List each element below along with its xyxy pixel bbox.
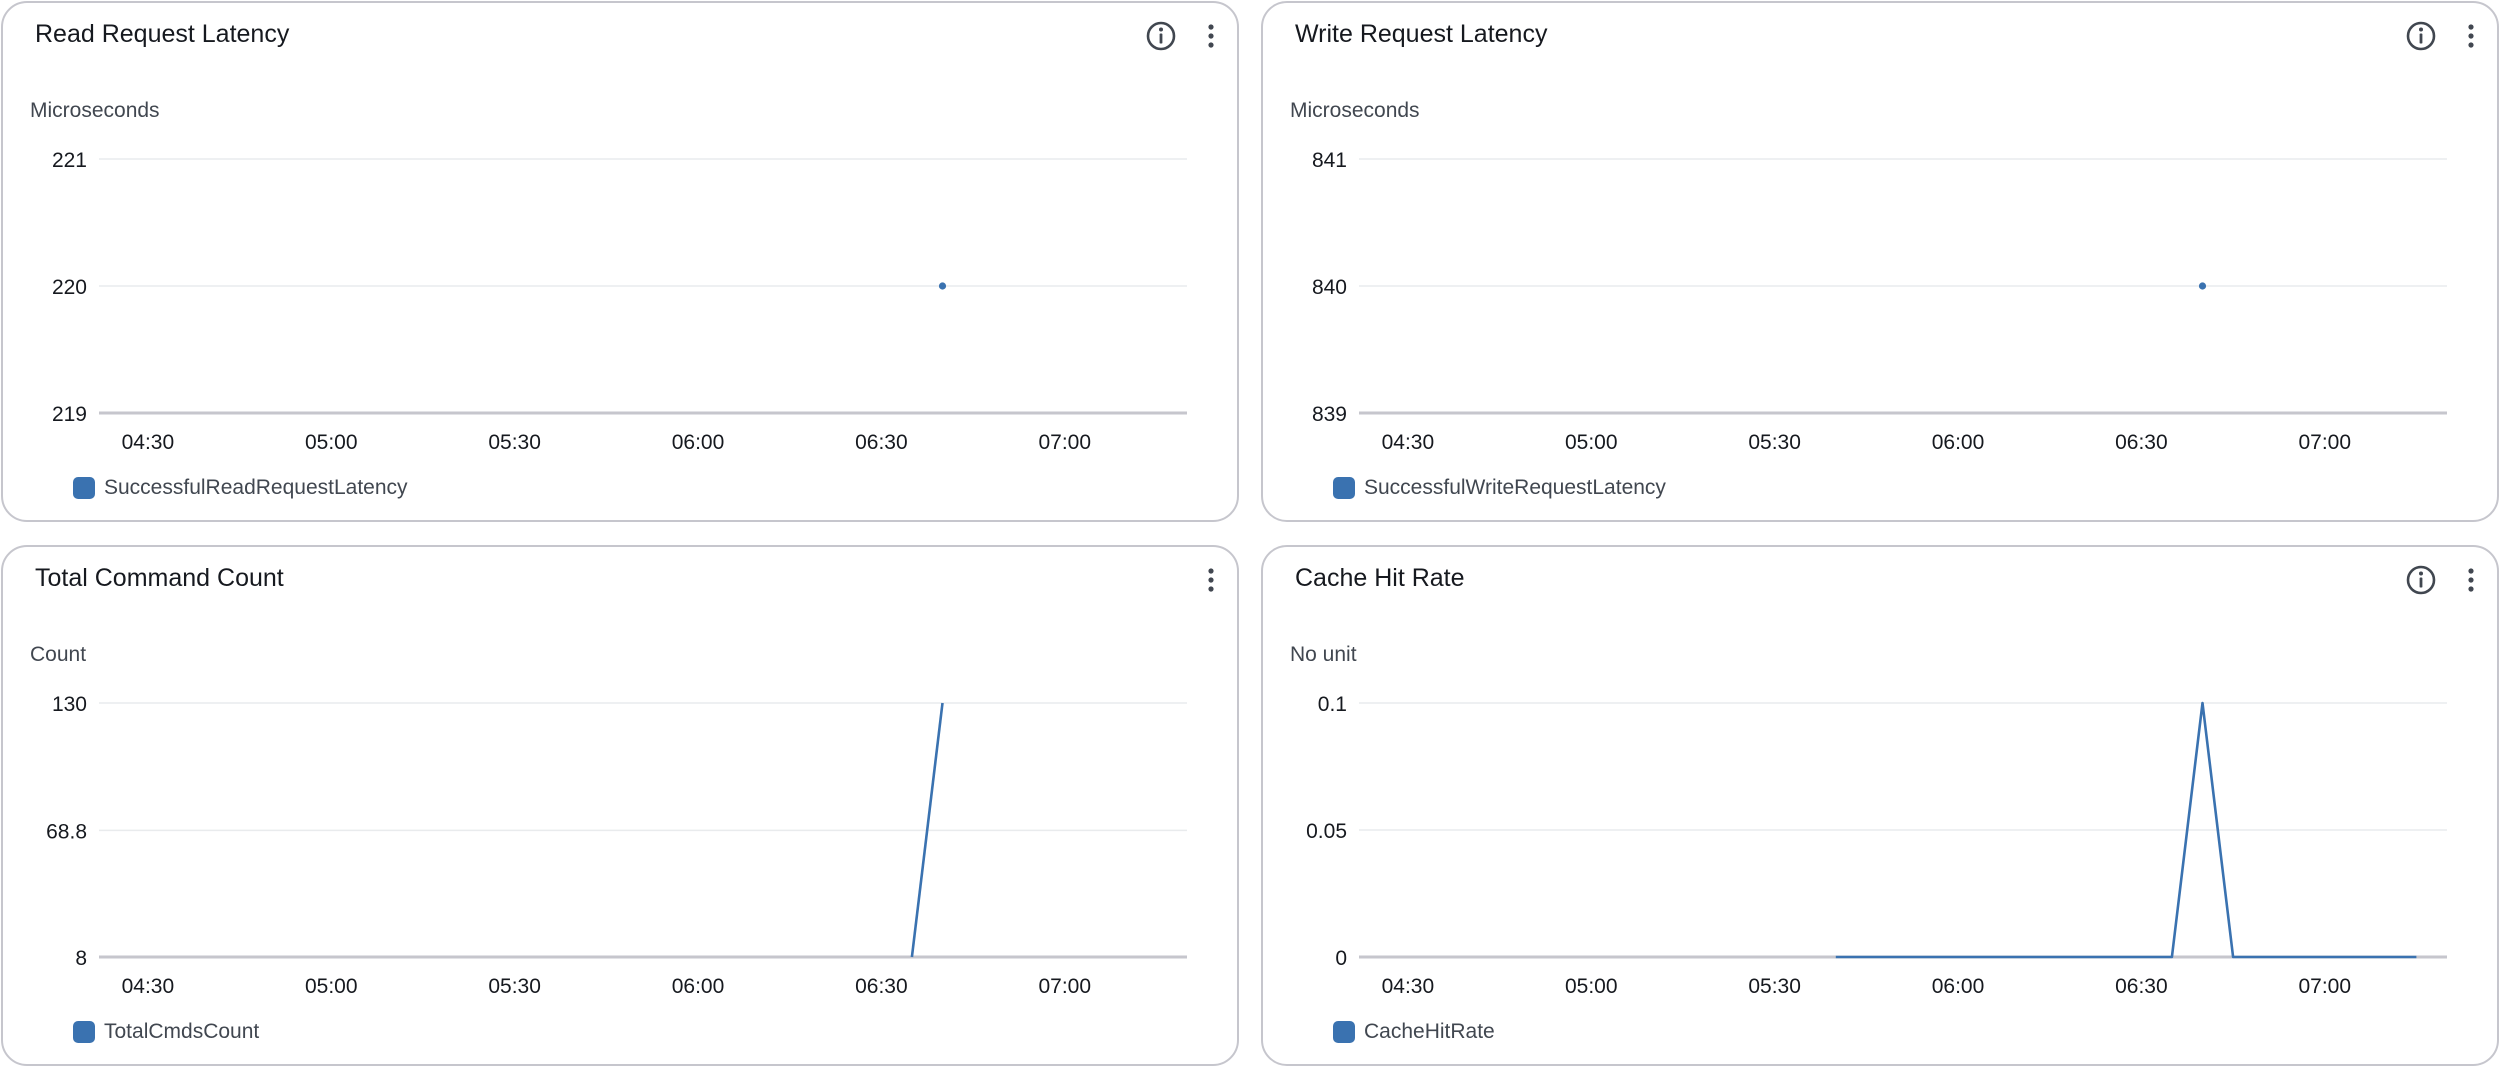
x-tick-label: 05:30 <box>1748 431 1801 454</box>
y-tick-label: 0 <box>1335 947 1347 970</box>
more-vertical-icon[interactable] <box>2459 563 2483 597</box>
info-icon[interactable] <box>1144 19 1178 53</box>
widget-write-request-latency: Write Request Latency Microseconds 841 84… <box>1261 1 2499 522</box>
widget-title: Cache Hit Rate <box>1295 564 1465 592</box>
legend-label: CacheHitRate <box>1364 1020 1495 1043</box>
legend-label: SuccessfulWriteRequestLatency <box>1364 476 1666 499</box>
legend-item[interactable]: CacheHitRate <box>1333 1017 1495 1047</box>
x-tick-label: 06:30 <box>2115 431 2168 454</box>
x-tick-label: 05:00 <box>305 975 358 998</box>
y-axis-unit-label: Count <box>30 643 87 666</box>
more-vertical-icon[interactable] <box>2459 19 2483 53</box>
legend-swatch <box>1333 477 1355 499</box>
x-tick-label: 06:00 <box>672 431 725 454</box>
legend-item[interactable]: TotalCmdsCount <box>73 1017 259 1047</box>
widget-cache-hit-rate: Cache Hit Rate No unit 0.1 0.05 0 04:30 05:0… <box>1261 545 2499 1066</box>
x-tick-label: 05:30 <box>488 975 541 998</box>
y-axis-unit-label: Microseconds <box>1290 99 1420 122</box>
y-axis-unit-label: No unit <box>1290 643 1357 666</box>
info-icon[interactable] <box>2404 19 2438 53</box>
x-tick-label: 05:00 <box>1565 975 1618 998</box>
legend-swatch <box>73 1021 95 1043</box>
legend-swatch <box>1333 1021 1355 1043</box>
widget-title: Read Request Latency <box>35 20 290 48</box>
y-tick-label: 219 <box>52 403 87 426</box>
y-tick-label: 220 <box>52 276 87 299</box>
x-tick-label: 06:00 <box>1932 431 1985 454</box>
y-tick-label: 840 <box>1312 276 1347 299</box>
y-tick-label: 68.8 <box>46 820 87 843</box>
y-tick-label: 8 <box>75 947 87 970</box>
y-tick-label: 0.05 <box>1306 820 1347 843</box>
x-tick-label: 07:00 <box>2298 431 2351 454</box>
y-tick-label: 839 <box>1312 403 1347 426</box>
chart-area: 841 840 839 04:30 05:00 05:30 06:00 06:30 07:00 <box>1312 149 2447 454</box>
chart-area: 130 68.8 8 04:30 05:00 05:30 06:00 06:30 07:00 <box>46 693 1187 998</box>
chart-area: 221 220 219 04:30 05:00 05:30 06:00 06:30 07:00 <box>52 149 1187 454</box>
widget-title: Total Command Count <box>35 564 284 592</box>
x-tick-label: 06:30 <box>2115 975 2168 998</box>
y-tick-label: 0.1 <box>1318 693 1347 716</box>
x-tick-label: 05:00 <box>1565 431 1618 454</box>
x-tick-label: 06:00 <box>1932 975 1985 998</box>
x-tick-label: 06:30 <box>855 431 908 454</box>
x-tick-label: 04:30 <box>122 975 175 998</box>
x-tick-label: 05:30 <box>488 431 541 454</box>
chart-area: 0.1 0.05 0 04:30 05:00 05:30 06:00 06:30 07:00 <box>1306 693 2447 998</box>
widget-title: Write Request Latency <box>1295 20 1548 48</box>
x-tick-label: 04:30 <box>122 431 175 454</box>
legend-item[interactable]: SuccessfulWriteRequestLatency <box>1333 473 1666 503</box>
x-tick-label: 04:30 <box>1382 975 1435 998</box>
y-axis-unit-label: Microseconds <box>30 99 160 122</box>
data-point <box>938 282 947 290</box>
info-icon[interactable] <box>2404 563 2438 597</box>
series-line <box>1835 701 2417 959</box>
data-point <box>2198 282 2207 290</box>
legend-item[interactable]: SuccessfulReadRequestLatency <box>73 473 408 503</box>
y-tick-label: 841 <box>1312 149 1347 172</box>
legend-label: TotalCmdsCount <box>104 1020 260 1043</box>
more-vertical-icon[interactable] <box>1199 563 1223 597</box>
x-tick-label: 05:30 <box>1748 975 1801 998</box>
widget-read-request-latency: Read Request Latency Microseconds 221 220… <box>1 1 1239 522</box>
widget-total-command-count: Total Command Count Count 130 68.8 8 04:30 0… <box>1 545 1239 1066</box>
x-tick-label: 07:00 <box>2298 975 2351 998</box>
x-tick-label: 06:30 <box>855 975 908 998</box>
x-tick-label: 07:00 <box>1038 975 1091 998</box>
x-tick-label: 05:00 <box>305 431 358 454</box>
y-tick-label: 221 <box>52 149 87 172</box>
more-vertical-icon[interactable] <box>1199 19 1223 53</box>
x-tick-label: 04:30 <box>1382 431 1435 454</box>
series-line <box>910 702 944 958</box>
legend-swatch <box>73 477 95 499</box>
legend-label: SuccessfulReadRequestLatency <box>104 476 408 499</box>
x-tick-label: 07:00 <box>1038 431 1091 454</box>
x-tick-label: 06:00 <box>672 975 725 998</box>
y-tick-label: 130 <box>52 693 87 716</box>
